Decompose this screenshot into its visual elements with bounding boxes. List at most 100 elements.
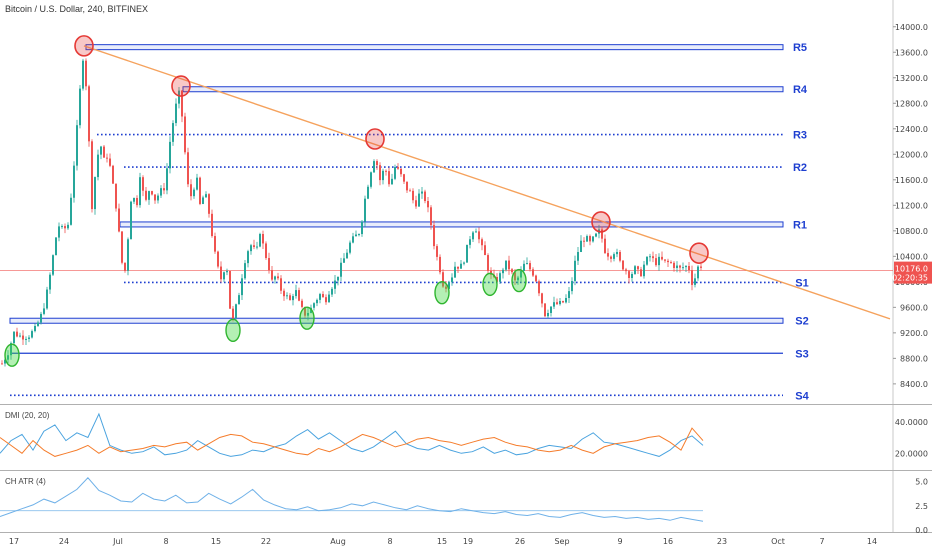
candle-body <box>4 359 6 364</box>
candle-body <box>136 197 138 206</box>
candle-body <box>154 194 156 201</box>
candle <box>82 58 84 91</box>
candle-body <box>103 146 105 158</box>
candle <box>463 261 465 266</box>
candle-body <box>538 281 540 294</box>
candle-body <box>355 234 357 237</box>
candle <box>607 248 609 261</box>
candle <box>538 279 540 297</box>
candle <box>76 119 78 171</box>
candle-body <box>379 165 381 181</box>
candle <box>316 298 318 307</box>
candle <box>358 233 360 237</box>
candle-body <box>385 170 387 172</box>
candle <box>640 266 642 277</box>
candle <box>562 300 564 304</box>
candle <box>325 294 327 305</box>
candle <box>73 161 75 203</box>
candle-body <box>673 262 675 269</box>
candle-body <box>400 168 402 175</box>
candle <box>295 284 297 299</box>
candle-body <box>340 262 342 277</box>
candle-body <box>409 190 411 192</box>
candle <box>319 292 321 304</box>
candle-body <box>457 266 459 269</box>
candle <box>556 298 558 305</box>
candle <box>43 303 45 316</box>
candle-body <box>334 280 336 289</box>
candle <box>163 183 165 195</box>
candle <box>637 265 639 275</box>
candle <box>421 186 423 199</box>
x-tick-label: 8 <box>387 537 392 546</box>
candle <box>1 360 3 365</box>
dmi-minus-line <box>0 427 704 457</box>
candle <box>544 303 546 318</box>
candle-body <box>256 246 258 248</box>
candle <box>658 253 660 271</box>
candle <box>685 264 687 272</box>
candle-body <box>604 238 606 254</box>
candle <box>352 232 354 244</box>
candle <box>415 195 417 209</box>
candle-body <box>112 165 114 184</box>
candle-body <box>226 270 228 273</box>
candle <box>13 331 15 346</box>
candle-body <box>406 181 408 191</box>
candle <box>64 223 66 234</box>
candle <box>385 169 387 176</box>
atr-y-tick-label: 5.0 <box>915 478 928 487</box>
candle <box>625 267 627 275</box>
candle <box>523 260 525 272</box>
candle-body <box>583 240 585 242</box>
candle-body <box>451 277 453 283</box>
candle <box>436 244 438 261</box>
chart-title: Bitcoin / U.S. Dollar, 240, BITFINEX <box>5 4 149 14</box>
candle-body <box>316 299 318 304</box>
y-tick-label: 12000.0 <box>895 150 928 159</box>
candle-body <box>100 146 102 155</box>
candle-body <box>472 232 474 240</box>
candle-body <box>448 282 450 289</box>
candle-body <box>427 201 429 208</box>
candle <box>469 236 471 249</box>
candle <box>382 168 384 185</box>
dmi-pane-label: DMI (20, 20) <box>5 411 50 420</box>
candle <box>106 153 108 163</box>
candle-body <box>91 141 93 210</box>
candle <box>313 302 315 311</box>
candle <box>499 271 501 284</box>
candle-body <box>649 256 651 258</box>
candle-body <box>1 363 3 365</box>
candle <box>502 267 504 279</box>
candle <box>34 323 36 333</box>
candle <box>454 261 456 278</box>
x-tick-label: Sep <box>554 537 569 546</box>
candle <box>154 194 156 204</box>
candle-body <box>151 191 153 195</box>
x-tick-label: 15 <box>211 537 221 546</box>
candle <box>172 120 174 146</box>
candle <box>286 292 288 300</box>
candle <box>28 335 30 343</box>
candle <box>457 266 459 273</box>
candle-body <box>616 251 618 255</box>
candle-body <box>586 236 588 242</box>
candle-body <box>469 239 471 245</box>
level-r5-band <box>85 44 784 51</box>
candle-body <box>520 270 522 278</box>
candle <box>40 311 42 325</box>
candle <box>616 248 618 258</box>
level-r2-label: R2 <box>793 162 807 174</box>
candle <box>442 269 444 288</box>
candle-body <box>412 190 414 201</box>
candle <box>547 309 549 319</box>
candle-body <box>181 90 183 117</box>
candle-body <box>292 296 294 301</box>
x-tick-label: 9 <box>617 537 622 546</box>
candle-body <box>475 231 477 233</box>
candle-body <box>10 343 12 356</box>
candle-body <box>118 208 120 232</box>
candle <box>25 336 27 345</box>
